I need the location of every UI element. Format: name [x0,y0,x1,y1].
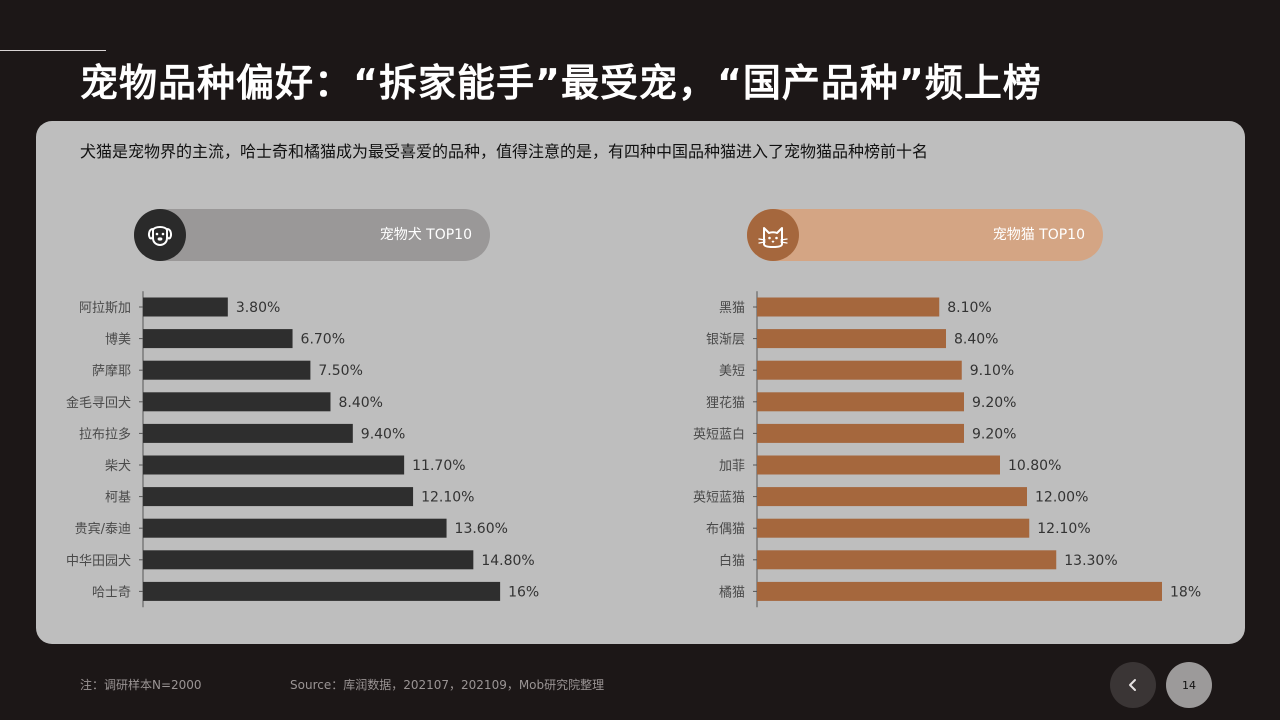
cat-category-label: 白猫 [719,553,745,569]
cat-bar [757,360,962,380]
cat-category-label: 英短蓝白 [693,426,745,442]
cat-value-label: 13.30% [1064,553,1117,569]
dog-category-label: 哈士奇 [92,584,131,600]
dog-bar [143,423,353,443]
cat-bar [757,297,940,317]
dog-chart-header: 宠物犬 TOP10 [134,209,490,261]
dog-bar [143,518,447,538]
cat-bar [757,487,1027,507]
dog-value-label: 12.10% [421,490,474,506]
cat-value-label: 9.20% [972,395,1016,411]
cat-category-label: 美短 [719,364,745,379]
dog-category-label: 柴犬 [105,459,131,474]
page-number: 14 [1166,662,1212,708]
cat-category-label: 橘猫 [719,584,745,600]
dog-category-label: 中华田园犬 [66,554,131,569]
dog-value-label: 6.70% [301,332,345,348]
subtitle: 犬猫是宠物界的主流，哈士奇和橘猫成为最受喜爱的品种，值得注意的是，有四种中国品种… [80,142,929,161]
chevron-left-icon [1129,679,1136,691]
dog-category-label: 阿拉斯加 [79,301,131,316]
cat-category-label: 加菲 [719,459,745,474]
page-title: 宠物品种偏好：“拆家能手”最受宠，“国产品种”频上榜 [80,61,1042,105]
previous-page-button[interactable] [1110,662,1156,708]
dog-category-label: 贵宾/泰迪 [75,521,131,537]
dog-bar [143,297,228,317]
cat-value-label: 9.20% [972,426,1016,442]
cat-bar [757,423,964,443]
dog-value-label: 8.40% [338,395,382,411]
dog-bar [143,581,501,601]
cat-chart-label: 宠物猫 TOP10 [992,227,1085,243]
cat-value-label: 8.10% [947,300,991,316]
cat-bar [757,518,1030,538]
dog-value-label: 3.80% [236,300,280,316]
dog-bar [143,550,474,570]
cat-category-label: 布偶猫 [706,522,745,537]
footnote: 注：调研样本N=2000 [80,678,202,692]
cat-category-label: 银渐层 [706,333,745,348]
dog-category-label: 拉布拉多 [79,426,131,442]
dog-value-label: 7.50% [318,363,362,379]
dog-bar [143,392,331,412]
dog-value-label: 9.40% [361,426,405,442]
cat-value-label: 9.10% [970,363,1014,379]
dog-category-label: 金毛寻回犬 [66,395,131,411]
dog-category-label: 柯基 [105,491,131,506]
dog-value-label: 16% [508,584,539,600]
dog-value-label: 11.70% [412,458,465,474]
cat-value-label: 8.40% [954,332,998,348]
cat-category-label: 黑猫 [719,301,745,316]
top-accent-line [0,50,106,51]
cat-value-label: 10.80% [1008,458,1061,474]
cat-chart-header: 宠物猫 TOP10 [747,209,1103,261]
cat-category-label: 英短蓝猫 [693,491,745,506]
cat-bar [757,581,1162,601]
dog-value-label: 14.80% [481,553,534,569]
cat-value-label: 12.10% [1037,521,1090,537]
dog-bar [143,455,405,475]
cat-bar [757,455,1000,475]
dog-bar [143,360,311,380]
cat-bar [757,329,946,349]
dog-bar [143,487,414,507]
dog-category-label: 博美 [105,333,131,348]
dog-bar [143,329,293,349]
cat-icon [747,209,799,261]
cat-value-label: 12.00% [1035,490,1088,506]
cat-bar [757,392,964,412]
dog-icon [134,209,186,261]
cat-category-label: 狸花猫 [706,395,745,411]
cat-value-label: 18% [1170,584,1201,600]
dog-value-label: 13.60% [455,521,508,537]
cat-bar [757,550,1057,570]
dog-category-label: 萨摩耶 [92,363,131,379]
dog-chart-label: 宠物犬 TOP10 [379,227,472,243]
source-note: Source：库润数据，202107，202109，Mob研究院整理 [290,678,605,692]
